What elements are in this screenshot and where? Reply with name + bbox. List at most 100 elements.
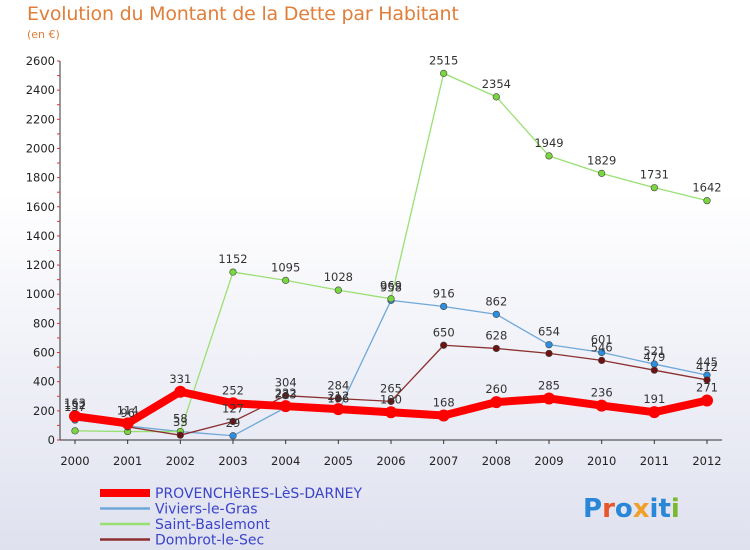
y-tick-label: 2200 [26, 112, 55, 126]
data-label-0: 232 [275, 386, 297, 400]
series-point-0 [385, 406, 397, 419]
series-point-0 [701, 394, 713, 407]
series-point-3 [176, 431, 184, 439]
series-point-3 [282, 392, 290, 400]
series-point-2 [650, 184, 658, 192]
series-point-3 [387, 397, 395, 405]
series-point-2 [334, 286, 342, 294]
data-label-1: 521 [643, 344, 665, 358]
series-point-0 [174, 385, 187, 398]
x-tick-label: 2001 [113, 454, 142, 468]
series-point-3 [650, 366, 658, 374]
series-point-2 [598, 169, 606, 177]
series-point-2 [492, 93, 500, 101]
data-label-1: 916 [433, 286, 455, 300]
chart-title: Evolution du Montant de la Dette par Hab… [27, 3, 459, 25]
series-point-1 [598, 348, 606, 356]
data-label-3: 546 [591, 340, 613, 354]
series-point-3 [703, 376, 711, 384]
data-label-3: 284 [327, 379, 349, 393]
y-tick-label: 0 [48, 433, 55, 447]
x-tick-label: 2006 [376, 454, 405, 468]
data-label-2: 2515 [429, 53, 458, 67]
data-label-1: 862 [485, 294, 507, 308]
data-label-3: 265 [380, 381, 402, 395]
x-tick-label: 2012 [692, 454, 721, 468]
y-tick-label: 1000 [26, 287, 55, 301]
data-label-2: 1028 [324, 270, 353, 284]
data-label-0: 260 [485, 382, 507, 396]
series-point-0 [490, 396, 503, 409]
x-tick-label: 2007 [429, 454, 458, 468]
y-tick-label: 800 [33, 316, 55, 330]
data-label-2: 1731 [640, 168, 669, 182]
data-label-0: 190 [380, 392, 402, 406]
series-point-3 [545, 349, 553, 358]
y-tick-label: 2400 [26, 83, 55, 97]
legend-label-2: Saint-Baslemont [155, 517, 270, 533]
data-label-0: 191 [643, 392, 665, 406]
series-point-0 [648, 406, 661, 419]
series-point-2 [71, 427, 79, 435]
data-label-1: 58 [173, 412, 188, 426]
series-point-0 [437, 409, 450, 422]
series-point-1 [229, 432, 237, 440]
series-point-1 [440, 302, 448, 311]
x-tick-label: 2002 [166, 454, 195, 468]
data-label-3: 650 [433, 325, 455, 339]
series-point-1 [545, 341, 553, 349]
series-point-2 [440, 69, 448, 77]
legend-label-3: Dombrot-le-Sec [155, 533, 264, 549]
data-label-0: 236 [591, 386, 613, 400]
data-label-1: 137 [64, 400, 86, 414]
data-label-2: 1095 [271, 260, 300, 274]
series-point-3 [440, 341, 448, 349]
data-label-0: 114 [117, 403, 139, 417]
data-label-3: 127 [222, 401, 244, 415]
data-label-2: 1642 [692, 181, 721, 195]
y-tick-label: 2600 [26, 54, 55, 68]
data-label-2: 969 [380, 279, 402, 293]
x-tick-label: 2003 [218, 454, 247, 468]
series-point-3 [492, 344, 500, 353]
chart-series [69, 69, 713, 440]
data-label-3: 33 [173, 415, 188, 429]
data-label-3: 412 [696, 360, 718, 374]
data-label-3: 304 [275, 376, 297, 390]
data-label-1: 958 [380, 280, 402, 294]
chart-data-labels: 163 114 331 252 232 212 190 168 260 285 236 191 271 1… [64, 53, 722, 429]
series-point-2 [703, 197, 711, 205]
chart-legend: PROVENCHèRES-LèS-DARNEYViviers-le-GrasSa… [100, 486, 363, 549]
data-label-0: 163 [64, 396, 86, 410]
data-label-2: 2354 [482, 77, 511, 91]
x-tick-label: 2011 [640, 454, 669, 468]
data-label-1: 654 [538, 325, 560, 339]
data-label-0: 168 [433, 396, 455, 410]
legend-label-1: Viviers-le-Gras [155, 502, 258, 518]
data-label-0: 212 [327, 389, 349, 403]
chart-unit: (en €) [27, 28, 60, 41]
data-label-1: 601 [591, 332, 613, 346]
y-tick-label: 600 [33, 346, 55, 360]
series-point-0 [543, 392, 555, 405]
data-label-0: 252 [222, 383, 244, 397]
x-tick-label: 2008 [482, 454, 511, 468]
series-point-0 [121, 417, 134, 430]
data-label-1: 96 [120, 406, 135, 420]
data-label-0: 271 [696, 380, 718, 394]
data-label-2: 1152 [218, 252, 247, 266]
y-tick-label: 1600 [26, 200, 55, 214]
data-label-2: 1949 [534, 136, 563, 150]
y-tick-label: 1800 [26, 171, 55, 185]
x-tick-label: 2005 [324, 454, 353, 468]
chart-axes: 0 200 400 600 800 1000 1200 1400 1600 1800 2000 220… [26, 54, 722, 468]
y-tick-label: 1200 [26, 258, 55, 272]
data-label-0: 331 [169, 372, 191, 386]
y-tick-label: 400 [33, 375, 55, 389]
x-tick-label: 2010 [587, 454, 616, 468]
data-label-3: 479 [643, 350, 665, 364]
x-tick-label: 2004 [271, 454, 300, 468]
series-point-3 [334, 395, 342, 403]
data-label-1: 445 [696, 355, 718, 369]
